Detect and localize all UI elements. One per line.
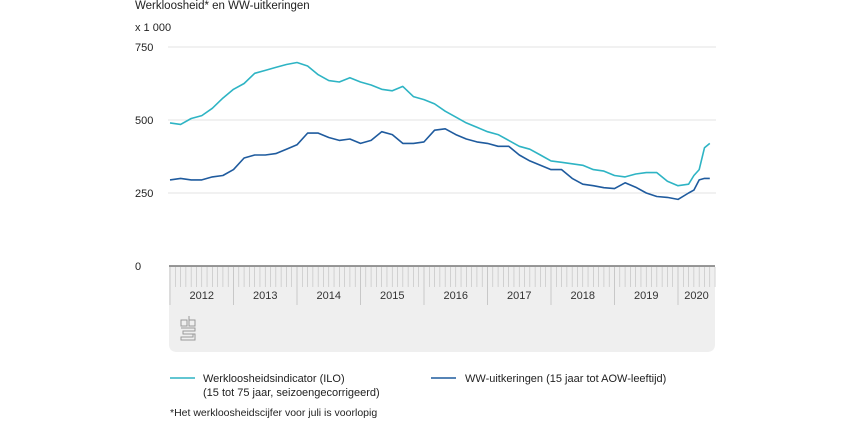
series-line-ww (169, 128, 710, 201)
x-tick-label: 2016 (444, 290, 468, 302)
x-tick-label: 2013 (253, 290, 277, 302)
legend-label-ww: WW-uitkeringen (15 jaar tot AOW-leeftijd… (465, 373, 666, 385)
y-tick-label: 500 (135, 115, 153, 127)
x-tick-label: 2014 (317, 290, 341, 302)
y-tick-label: 750 (135, 42, 153, 54)
x-tick-label: 2018 (571, 290, 595, 302)
x-tick-label: 2012 (190, 290, 214, 302)
legend-label-ilo-sub: (15 tot 75 jaar, seizoengecorrigeerd) (203, 387, 380, 399)
cbs-logo (180, 316, 196, 341)
x-axis-band (169, 266, 715, 352)
series-line-ilo (169, 61, 711, 187)
y-tick-label: 250 (135, 188, 153, 200)
x-tick-label: 2020 (684, 290, 708, 302)
footnote: *Het werkloosheidscijfer voor juli is vo… (170, 407, 377, 419)
y-tick-label: 0 (135, 261, 141, 273)
y-axis-unit: x 1 000 (135, 22, 171, 34)
chart-title: Werkloosheid* en WW-uitkeringen (135, 0, 310, 12)
x-tick-label: 2015 (380, 290, 404, 302)
x-tick-label: 2017 (507, 290, 531, 302)
x-tick-label: 2019 (634, 290, 658, 302)
legend-label-ilo: Werkloosheidsindicator (ILO) (203, 373, 345, 385)
